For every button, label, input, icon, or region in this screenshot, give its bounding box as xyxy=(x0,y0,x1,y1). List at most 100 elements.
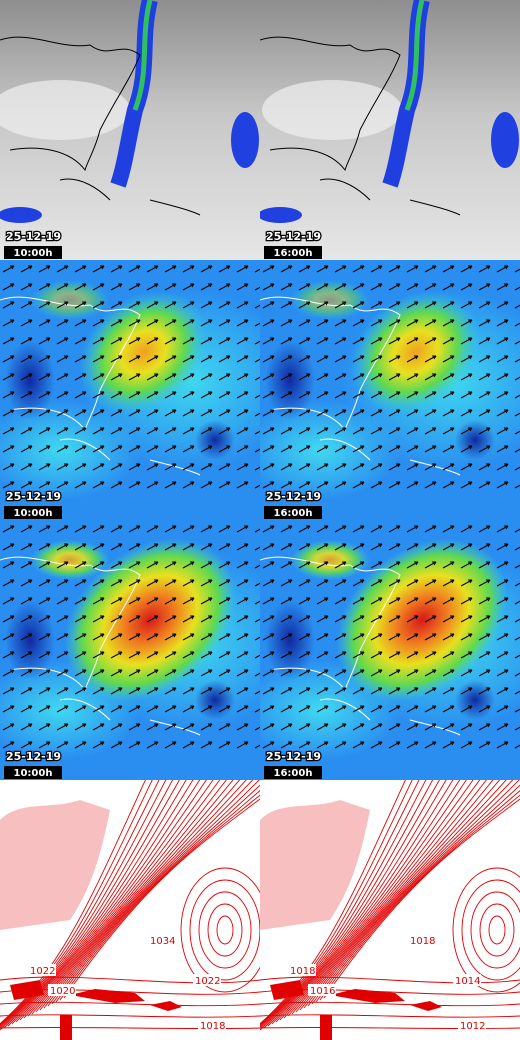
isobar xyxy=(55,790,260,1003)
isobar xyxy=(0,1014,260,1018)
isobar xyxy=(260,780,406,1025)
time-label-bg xyxy=(4,246,62,259)
island xyxy=(270,980,442,1040)
date-label: 25-12-19 xyxy=(266,750,321,763)
isobar xyxy=(207,903,243,957)
isobar xyxy=(299,780,507,1011)
precip-core xyxy=(404,0,425,111)
precip-cell xyxy=(491,112,519,168)
isobar-label: 1020 xyxy=(50,986,75,997)
time-label-bg xyxy=(264,506,322,519)
cloud xyxy=(262,80,402,140)
isobar xyxy=(488,915,506,945)
isobar xyxy=(323,798,520,999)
map-panel: 25-12-19 10:00h xyxy=(0,520,260,780)
isobar xyxy=(279,780,474,1021)
isobar xyxy=(180,867,260,993)
time-label-bg xyxy=(264,246,322,259)
isobar xyxy=(198,891,252,969)
coastline xyxy=(260,36,461,216)
isobar-label: 1018 xyxy=(200,1021,225,1032)
isobar xyxy=(260,780,427,1028)
date-label: 25-12-19 xyxy=(6,750,61,763)
isobar xyxy=(0,780,153,1026)
isobar-label-bg xyxy=(198,1019,226,1031)
isobar xyxy=(260,780,440,1031)
map-panel: 25-12-19 16:00h xyxy=(260,520,520,780)
isobar xyxy=(307,780,520,1007)
isobar xyxy=(63,798,260,999)
wind-arrows xyxy=(0,260,260,490)
map-panel: 1018 1018 1016 1014 1012 xyxy=(260,780,520,1040)
precip-core xyxy=(132,0,153,111)
precip-cell xyxy=(231,112,259,168)
isobar xyxy=(0,1001,260,1007)
isobar-label: 1018 xyxy=(410,936,435,947)
precip-cell xyxy=(0,207,42,223)
time-label: 10:00h xyxy=(14,248,53,259)
isobar-label: 1022 xyxy=(30,966,55,977)
date-label: 25-12-19 xyxy=(266,490,321,503)
land xyxy=(0,800,110,930)
isobar xyxy=(0,780,146,1025)
isobar xyxy=(291,780,494,1015)
isobar xyxy=(0,780,167,1028)
land xyxy=(260,800,370,930)
time-label-bg xyxy=(264,766,322,779)
time-label: 10:00h xyxy=(14,508,53,519)
isobar-label-bg xyxy=(28,964,56,976)
isobar xyxy=(35,780,241,1013)
map-panel: 25-12-19 10:00h xyxy=(0,260,260,520)
isobar xyxy=(0,780,160,1027)
map-panel: 25-12-19 10:00h xyxy=(0,0,260,260)
coastline xyxy=(0,36,201,216)
isobar-label-bg xyxy=(308,984,336,996)
wind-arrows xyxy=(0,520,260,750)
isobar xyxy=(315,790,520,1003)
isobar xyxy=(295,780,501,1013)
isobar xyxy=(260,780,413,1026)
isobar xyxy=(479,903,515,957)
isobar xyxy=(47,780,260,1007)
isobar xyxy=(31,780,234,1015)
date-label: 25-12-19 xyxy=(266,230,321,243)
isobar-label-bg xyxy=(458,1019,486,1031)
isobar xyxy=(260,780,420,1027)
isobar xyxy=(0,976,260,984)
isobar xyxy=(0,1026,260,1030)
cloud xyxy=(0,80,130,140)
isobar-label-bg xyxy=(148,934,176,946)
time-label: 10:00h xyxy=(14,768,53,779)
isobar xyxy=(19,780,214,1021)
time-label-bg xyxy=(4,506,62,519)
map-panel: 1034 1022 1020 1022 1018 xyxy=(0,780,260,1040)
isobar xyxy=(260,1014,520,1018)
isobar-label: 1022 xyxy=(195,976,220,987)
time-label-bg xyxy=(4,766,62,779)
isobar xyxy=(260,976,520,984)
date-label: 25-12-19 xyxy=(6,230,61,243)
isobar-label: 1018 xyxy=(290,966,315,977)
isobar xyxy=(216,915,234,945)
isobar-label: 1034 xyxy=(150,936,175,947)
date-label: 25-12-19 xyxy=(6,490,61,503)
island xyxy=(10,980,182,1040)
isobar xyxy=(43,780,254,1009)
isobar xyxy=(59,794,260,1001)
isobar-label: 1014 xyxy=(455,976,480,987)
isobar xyxy=(0,780,180,1031)
map-panel: 25-12-19 16:00h xyxy=(260,260,520,520)
precip-cell xyxy=(260,207,302,223)
isobar-label-bg xyxy=(408,934,436,946)
isobar-label-bg xyxy=(193,974,221,986)
isobar xyxy=(470,891,520,969)
isobar-label-bg xyxy=(453,974,481,986)
map-panel: 25-12-19 16:00h xyxy=(260,0,520,260)
isobar-label: 1012 xyxy=(460,1021,485,1032)
isobar xyxy=(283,780,481,1019)
isobar xyxy=(260,1026,520,1030)
isobar xyxy=(51,784,260,1005)
isobar xyxy=(39,780,247,1011)
